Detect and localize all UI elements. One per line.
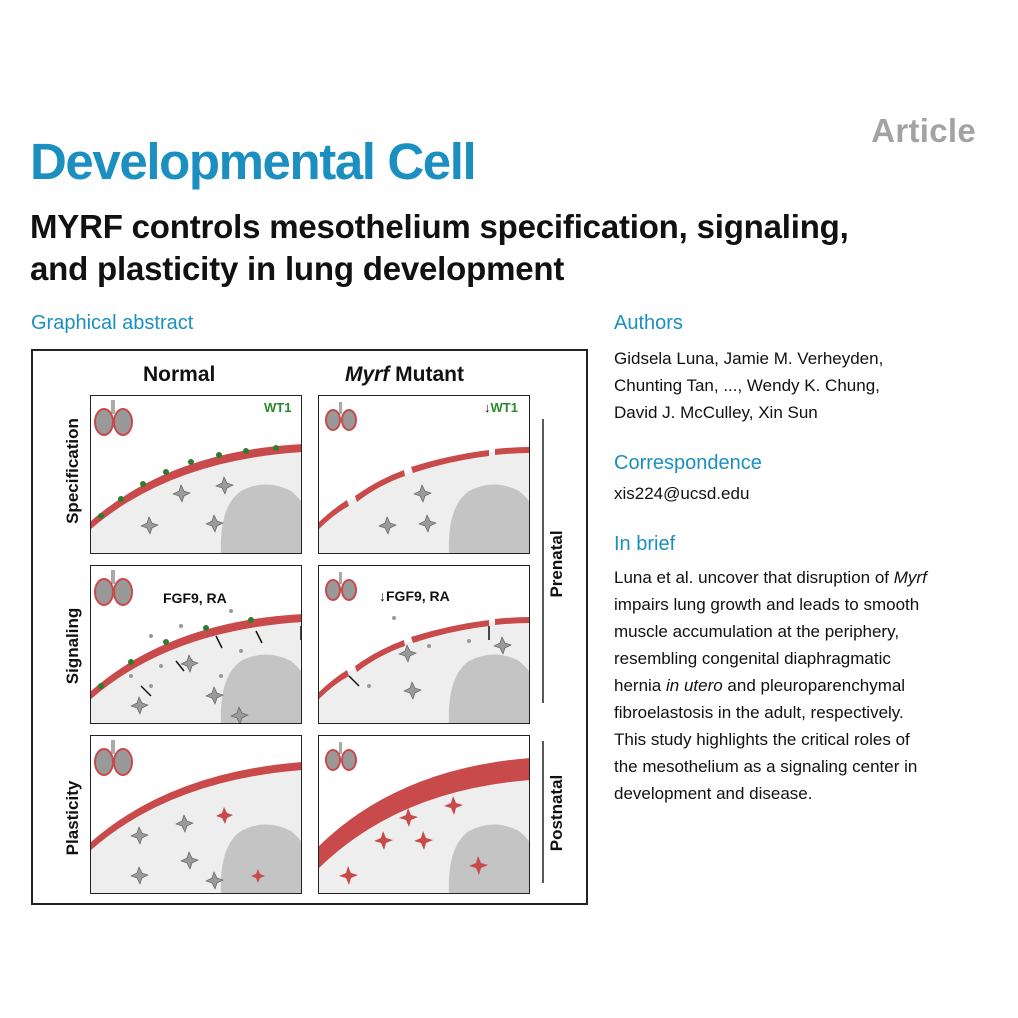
phase-label-postnatal: Postnatal [547, 763, 567, 863]
in-brief-line-3: muscle accumulation at the periphery, [614, 622, 900, 641]
in-brief-heading: In brief [614, 533, 676, 555]
in-brief-text: Luna et al. uncover that disruption of M… [614, 564, 994, 807]
wt1-nuclei [98, 617, 254, 689]
article-type-tag: Article [871, 112, 976, 149]
column-header-mutant-gene: Myrf [345, 363, 390, 386]
down-arrow-icon: ↓ [484, 400, 491, 415]
panel-mutant-specification: ↓WT1 [318, 395, 530, 554]
fibroblast-cells [378, 484, 437, 535]
airway-shape [448, 824, 529, 893]
panel-mutant-plasticity [318, 735, 530, 894]
wt1-marker-mutant: ↓WT1 [484, 400, 518, 415]
airway-shape [448, 484, 529, 553]
in-brief-line-8: the mesothelium as a signaling center in [614, 757, 918, 776]
fibroblast-cells [130, 654, 249, 723]
column-header-mutant-suffix: Mutant [389, 363, 464, 386]
in-brief-line-4: resembling congenital diaphragmatic [614, 649, 891, 668]
lung-icon-small [325, 742, 357, 771]
panel-normal-plasticity [90, 735, 302, 894]
mesothelium-layer-disrupted [319, 447, 529, 529]
column-header-normal: Normal [143, 363, 216, 386]
wt1-marker-mutant-text: WT1 [490, 400, 518, 415]
airway-shape [448, 654, 529, 723]
mesothelium-layer [91, 762, 301, 850]
phase-label-prenatal: Prenatal [547, 514, 567, 614]
thickened-mesothelium [319, 758, 529, 868]
smooth-muscle-cells [339, 796, 488, 885]
signal-dots [129, 609, 243, 688]
panel-normal-specification: WT1 [90, 395, 302, 554]
airway-shape [220, 654, 301, 723]
fibroblast-cells [140, 476, 234, 535]
authors-line-1: Gidsela Luna, Jamie M. Verheyden, [614, 349, 884, 368]
in-brief-line-6: fibroelastosis in the adult, respectivel… [614, 703, 904, 722]
signal-dots [367, 616, 471, 688]
authors-line-3: David J. McCulley, Xin Sun [614, 403, 818, 422]
correspondence-heading: Correspondence [614, 452, 762, 474]
authors-heading: Authors [614, 312, 683, 334]
in-brief-line-1: Luna et al. uncover that disruption of M… [614, 568, 927, 587]
column-header-mutant: Myrf Mutant [345, 363, 464, 387]
in-brief-line-2: impairs lung growth and leads to smooth [614, 595, 920, 614]
fibroblast-cells [130, 814, 224, 890]
lung-icon-small [325, 402, 357, 431]
lung-icon [94, 400, 133, 436]
wt1-marker-normal: WT1 [264, 400, 292, 415]
graphical-abstract-figure: Normal Myrf Mutant Specification Signali… [31, 349, 588, 905]
in-brief-line-5: hernia in utero and pleuroparenchymal [614, 676, 906, 695]
correspondence-email[interactable]: xis224@ucsd.edu [614, 484, 750, 503]
airway-shape [220, 484, 301, 553]
title-line-2: and plasticity in lung development [30, 250, 565, 287]
authors-line-2: Chunting Tan, ..., Wendy K. Chung, [614, 376, 880, 395]
signal-label-normal: FGF9, RA [163, 590, 227, 606]
lung-icon [94, 740, 133, 776]
signal-label-mutant-text: FGF9, RA [386, 588, 450, 604]
signal-arrows [140, 626, 301, 697]
graphical-abstract-heading: Graphical abstract [31, 312, 194, 334]
authors-list: Gidsela Luna, Jamie M. Verheyden, Chunti… [614, 345, 994, 426]
fibroblast-cells [398, 636, 512, 700]
panel-normal-signaling: FGF9, RA [90, 565, 302, 724]
down-arrow-icon: ↓ [379, 588, 386, 604]
signal-arrows [348, 626, 490, 687]
mesothelium-layer-disrupted [319, 617, 529, 699]
lung-icon-small [325, 572, 357, 601]
phase-brackets [542, 419, 544, 883]
airway-shape [220, 824, 301, 893]
title-line-1: MYRF controls mesothelium specification,… [30, 208, 849, 245]
wt1-nuclei [98, 445, 279, 519]
smooth-muscle-cells [216, 807, 265, 883]
signal-label-mutant: ↓FGF9, RA [379, 588, 450, 604]
journal-name: Developmental Cell [30, 133, 477, 190]
panel-mutant-signaling: ↓FGF9, RA [318, 565, 530, 724]
article-title: MYRF controls mesothelium specification,… [30, 206, 990, 290]
in-brief-line-9: development and disease. [614, 784, 813, 803]
mesothelium-layer [91, 444, 301, 529]
mesothelium-layer [91, 614, 301, 699]
in-brief-line-7: This study highlights the critical roles… [614, 730, 910, 749]
lung-icon [94, 570, 133, 606]
